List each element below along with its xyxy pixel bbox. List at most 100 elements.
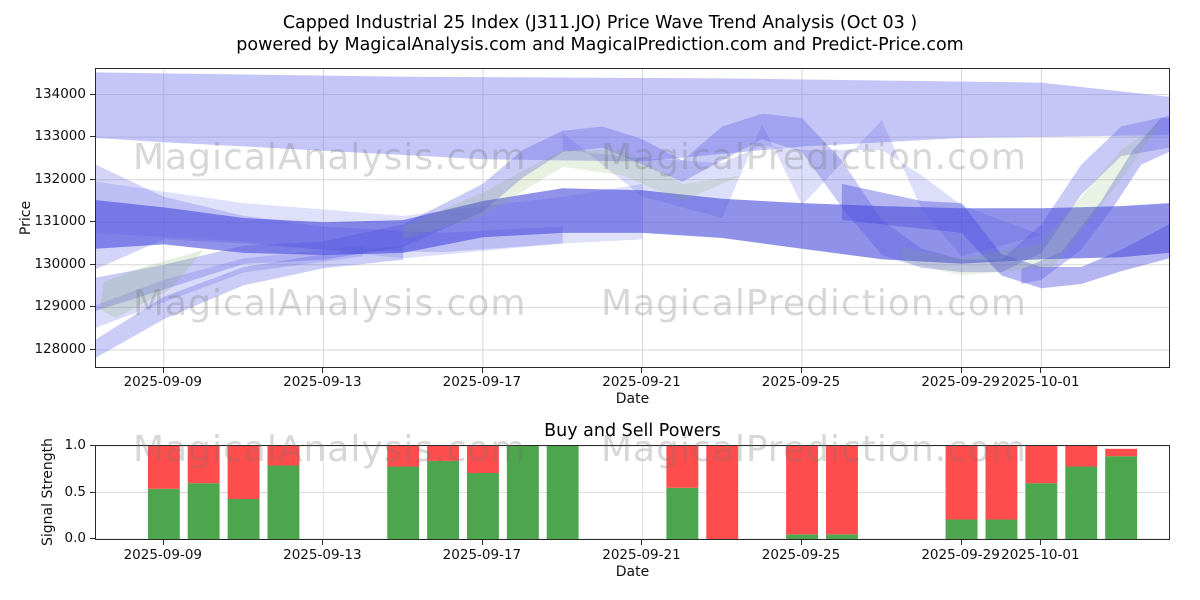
bars-ytick-label: 0.5	[64, 483, 86, 500]
sell-bar-2025-09-09	[147, 446, 180, 489]
price-ytick-label: 134000	[34, 85, 86, 102]
sell-bar-2025-09-29	[945, 446, 978, 520]
buy-bar-2025-09-09	[147, 488, 180, 539]
buy-bar-2025-10-02	[1065, 466, 1098, 539]
price-ytick-mark	[90, 178, 95, 180]
bars-xtick-label: 2025-09-09	[123, 547, 203, 563]
bars-xtick-mark	[481, 540, 483, 545]
sell-bar-2025-10-02	[1065, 446, 1098, 467]
buy-bar-2025-09-29	[945, 519, 978, 539]
wave-band-green-left	[100, 249, 204, 318]
price-xtick-label: 2025-09-21	[602, 374, 681, 390]
price-ytick-mark	[90, 306, 95, 308]
sell-bar-2025-09-26	[826, 446, 858, 535]
wave-band-lower-fan-a	[96, 245, 404, 358]
price-axis-label: Price	[18, 200, 34, 236]
signal-strength-axis-label: Signal Strength	[40, 437, 56, 547]
sell-bar-2025-09-16	[427, 446, 459, 461]
sell-bar-2025-09-15	[387, 446, 420, 467]
price-xtick-label: 2025-09-09	[123, 374, 203, 390]
wave-band-green-right	[901, 122, 1161, 276]
bars-ytick-label: 1.0	[64, 437, 86, 453]
wave-band-green-crest	[403, 149, 743, 240]
wave-band-zigzag-ribbon	[562, 120, 1042, 257]
buy-bar-2025-09-25	[786, 534, 818, 539]
wave-band-crest-wave	[96, 113, 1169, 311]
buy-bar-2025-09-22	[666, 487, 699, 539]
price-ytick-label: 128000	[34, 340, 86, 357]
bars-ytick-mark	[90, 538, 95, 539]
wave-band-upper-band	[96, 72, 1169, 162]
buy-sell-bars-canvas	[96, 446, 1169, 539]
price-wave-bands-canvas	[96, 69, 1169, 367]
bars-xtick-label: 2025-10-01	[1001, 547, 1080, 563]
price-xtick-mark	[801, 368, 803, 373]
price-xtick-mark	[641, 368, 643, 373]
price-xtick-mark	[1040, 368, 1042, 373]
buy-bar-2025-09-16	[427, 460, 459, 539]
bars-xtick-mark	[1040, 540, 1042, 545]
price-xtick-label: 2025-09-29	[921, 374, 1000, 390]
sell-bar-2025-09-11	[227, 446, 260, 499]
buy-bar-2025-09-11	[227, 499, 260, 539]
price-ytick-mark	[90, 93, 95, 95]
sell-bar-2025-09-12	[267, 446, 300, 466]
bars-xtick-mark	[322, 540, 324, 545]
buy-bar-2025-09-18	[506, 446, 539, 539]
price-ytick-mark	[90, 263, 95, 265]
bars-xtick-label: 2025-09-21	[602, 547, 681, 563]
bars-xtick-label: 2025-09-13	[283, 547, 362, 563]
price-xtick-mark	[960, 368, 962, 373]
price-xtick-label: 2025-09-25	[761, 374, 841, 390]
price-xtick-mark	[162, 368, 164, 373]
date-axis-label-bottom: Date	[615, 564, 650, 580]
buy-bar-2025-09-10	[187, 483, 220, 539]
sell-bar-2025-09-10	[187, 446, 220, 484]
wave-band-main-band	[96, 188, 1169, 264]
price-ytick-label: 129000	[34, 298, 86, 315]
figure-title-line1: Capped Industrial 25 Index (J311.JO) Pri…	[282, 13, 918, 33]
buy-bar-2025-09-15	[387, 466, 420, 539]
buy-bar-2025-09-12	[267, 465, 300, 539]
bars-ytick-mark	[90, 491, 95, 493]
price-ytick-label: 130000	[34, 255, 86, 272]
bars-xtick-mark	[641, 540, 643, 545]
buy-bar-2025-09-30	[985, 519, 1018, 539]
bars-xtick-label: 2025-09-17	[442, 547, 522, 563]
sell-bar-2025-10-03	[1105, 448, 1138, 457]
price-ytick-mark	[90, 221, 95, 223]
price-xtick-label: 2025-09-13	[283, 374, 362, 390]
bars-xtick-mark	[162, 540, 164, 545]
price-xtick-label: 2025-09-17	[442, 374, 522, 390]
price-ytick-label: 132000	[34, 170, 86, 187]
buy-bar-2025-09-19	[546, 446, 579, 539]
price-xtick-mark	[481, 368, 483, 373]
buy-bar-2025-09-26	[826, 534, 858, 539]
bars-ytick-label: 0.0	[64, 530, 86, 546]
price-ytick-label: 133000	[34, 128, 86, 145]
bars-ytick-mark	[90, 445, 95, 446]
price-xtick-mark	[322, 368, 324, 373]
sell-bar-2025-09-22	[666, 446, 699, 488]
date-axis-label-top: Date	[615, 391, 650, 407]
buy-bar-2025-09-17	[467, 473, 499, 539]
sell-bar-2025-09-17	[467, 446, 499, 473]
price-xtick-label: 2025-10-01	[1001, 374, 1080, 390]
wave-band-right-rise-band	[1021, 118, 1169, 284]
buy-bar-2025-10-03	[1105, 456, 1138, 539]
bars-xtick-label: 2025-09-29	[921, 547, 1000, 563]
sell-bar-2025-09-23	[706, 446, 739, 539]
price-ytick-label: 131000	[34, 213, 86, 230]
figure-title-line2: powered by MagicalAnalysis.com and Magic…	[236, 35, 964, 55]
figure-title: Capped Industrial 25 Index (J311.JO) Pri…	[0, 12, 1200, 56]
wave-band-right-dip-band	[841, 183, 1169, 289]
bars-chart-title: Buy and Sell Powers	[544, 421, 721, 441]
sell-bar-2025-09-25	[786, 446, 818, 535]
sell-bar-2025-10-01	[1025, 446, 1058, 484]
bars-xtick-mark	[960, 540, 962, 545]
bars-chart-plot-area	[95, 445, 1170, 540]
price-ytick-mark	[90, 348, 95, 350]
buy-bar-2025-10-01	[1025, 483, 1058, 539]
sell-bar-2025-09-30	[985, 446, 1018, 520]
